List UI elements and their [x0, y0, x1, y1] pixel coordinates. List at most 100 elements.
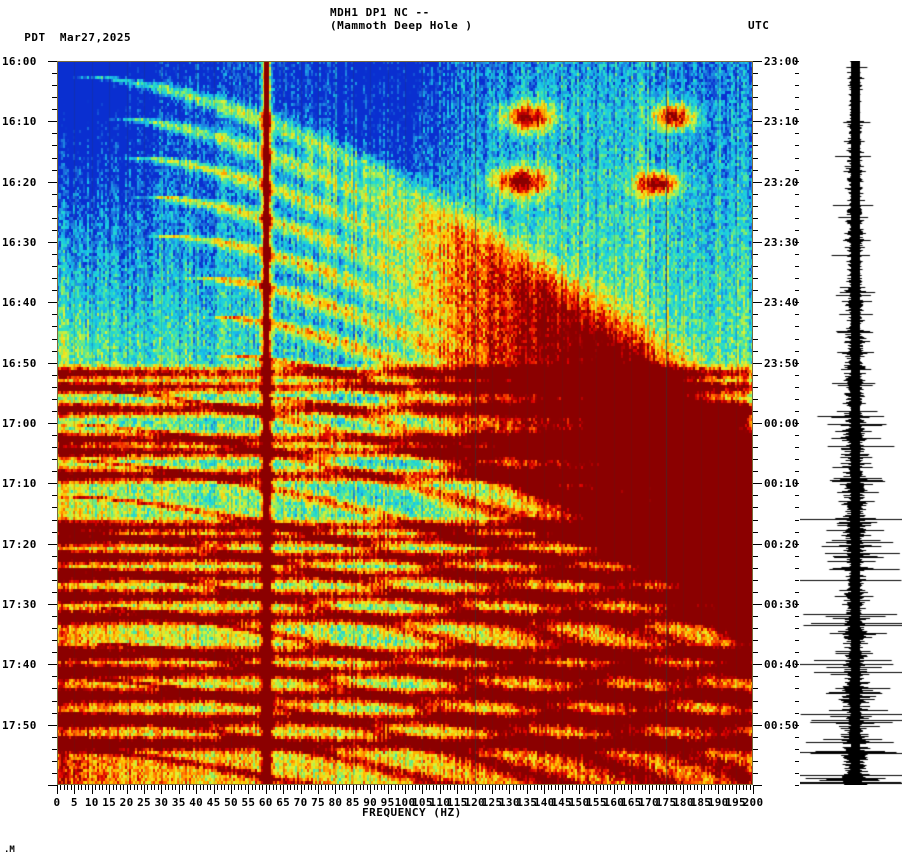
time-tick-major-right [753, 604, 762, 605]
freq-tick-minor [255, 785, 256, 790]
freq-tick-minor [95, 785, 96, 790]
freq-tick-major [475, 785, 476, 794]
seismogram-edge-tick [795, 351, 799, 352]
freq-tick-minor [234, 785, 235, 790]
freq-tick-minor [360, 785, 361, 790]
freq-tick-minor [697, 785, 698, 790]
time-tick-minor-left [52, 447, 57, 448]
time-label-right: 00:10 [764, 477, 799, 490]
seismogram-edge-tick [795, 242, 799, 243]
seismogram-edge-tick [795, 604, 799, 605]
time-label-right: 23:30 [764, 236, 799, 249]
freq-tick-minor [210, 785, 211, 790]
time-tick-minor-left [52, 701, 57, 702]
time-tick-minor-left [52, 749, 57, 750]
freq-tick-major [109, 785, 110, 794]
station-subtitle: (Mammoth Deep Hole ) [330, 19, 473, 32]
seismogram-edge-tick [795, 725, 799, 726]
time-tick-minor-right [753, 435, 758, 436]
time-axis-right: 23:00 23:10 23:20 23:30 23:40 23:50 00:00 00:10… [753, 0, 853, 864]
freq-tick-minor [203, 785, 204, 790]
freq-tick-minor [81, 785, 82, 790]
seismogram-edge-tick [795, 109, 799, 110]
freq-tick-minor [589, 785, 590, 790]
seismogram-canvas [800, 61, 902, 785]
station-title: MDH1 DP1 NC -- [330, 6, 430, 19]
freq-tick-minor [541, 785, 542, 790]
time-tick-minor-left [52, 471, 57, 472]
time-tick-minor-right [753, 568, 758, 569]
time-tick-minor-left [52, 158, 57, 159]
freq-tick-minor [154, 785, 155, 790]
freq-tick-major [701, 785, 702, 794]
time-tick-minor-right [753, 206, 758, 207]
freq-tick-minor [426, 785, 427, 790]
freq-tick-major [509, 785, 510, 794]
freq-tick-minor [193, 785, 194, 790]
freq-tick-major [492, 785, 493, 794]
time-tick-minor-right [753, 218, 758, 219]
seismogram-edge-tick [795, 628, 799, 629]
time-label-right: 00:20 [764, 538, 799, 551]
time-tick-minor-right [753, 266, 758, 267]
time-tick-minor-right [753, 580, 758, 581]
freq-tick-minor [489, 785, 490, 790]
time-label-left: 16:00 [2, 55, 37, 68]
freq-tick-minor [669, 785, 670, 790]
freq-tick-minor [523, 785, 524, 790]
frequency-axis-title: FREQUENCY (HZ) [362, 806, 462, 819]
freq-tick-minor [273, 785, 274, 790]
freq-tick-minor [502, 785, 503, 790]
time-tick-major-left [48, 363, 57, 364]
time-tick-minor-left [52, 713, 57, 714]
freq-tick-minor [429, 785, 430, 790]
time-tick-minor-right [753, 194, 758, 195]
freq-tick-minor [280, 785, 281, 790]
seismogram-edge-tick [795, 676, 799, 677]
freq-tick-minor [134, 785, 135, 790]
freq-tick-minor [673, 785, 674, 790]
time-tick-minor-right [753, 290, 758, 291]
freq-tick-minor [593, 785, 594, 790]
freq-label: 65 [276, 796, 291, 809]
time-tick-minor-right [753, 278, 758, 279]
freq-tick-major [631, 785, 632, 794]
time-tick-minor-right [753, 713, 758, 714]
time-tick-minor-left [52, 97, 57, 98]
freq-label: 40 [189, 796, 204, 809]
freq-label: 45 [206, 796, 221, 809]
freq-tick-major [544, 785, 545, 794]
freq-tick-major [283, 785, 284, 794]
freq-label: 10 [84, 796, 99, 809]
freq-tick-minor [624, 785, 625, 790]
time-tick-minor-right [753, 170, 758, 171]
spectrogram-plot[interactable] [57, 61, 753, 785]
seismogram-edge-tick [795, 556, 799, 557]
time-tick-major-right [753, 725, 762, 726]
time-tick-minor-left [52, 532, 57, 533]
freq-tick-minor [141, 785, 142, 790]
seismogram-edge-tick [795, 182, 799, 183]
seismogram-panel[interactable] [800, 61, 902, 785]
time-tick-minor-right [753, 640, 758, 641]
time-label-right: 23:20 [764, 176, 799, 189]
freq-tick-minor [464, 785, 465, 790]
time-tick-minor-right [753, 375, 758, 376]
freq-tick-minor [311, 785, 312, 790]
freq-tick-minor [363, 785, 364, 790]
freq-tick-minor [228, 785, 229, 790]
seismogram-edge-tick [795, 61, 799, 62]
freq-label: 185 [690, 796, 712, 809]
freq-tick-minor [690, 785, 691, 790]
freq-tick-minor [408, 785, 409, 790]
time-tick-minor-right [753, 351, 758, 352]
freq-tick-minor [750, 785, 751, 790]
seismogram-edge-tick [795, 121, 799, 122]
spectrogram-canvas [57, 61, 753, 785]
time-tick-minor-right [753, 556, 758, 557]
seismogram-edge-tick [795, 85, 799, 86]
freq-tick-minor [412, 785, 413, 790]
freq-tick-major [457, 785, 458, 794]
seismogram-edge-tick [795, 701, 799, 702]
